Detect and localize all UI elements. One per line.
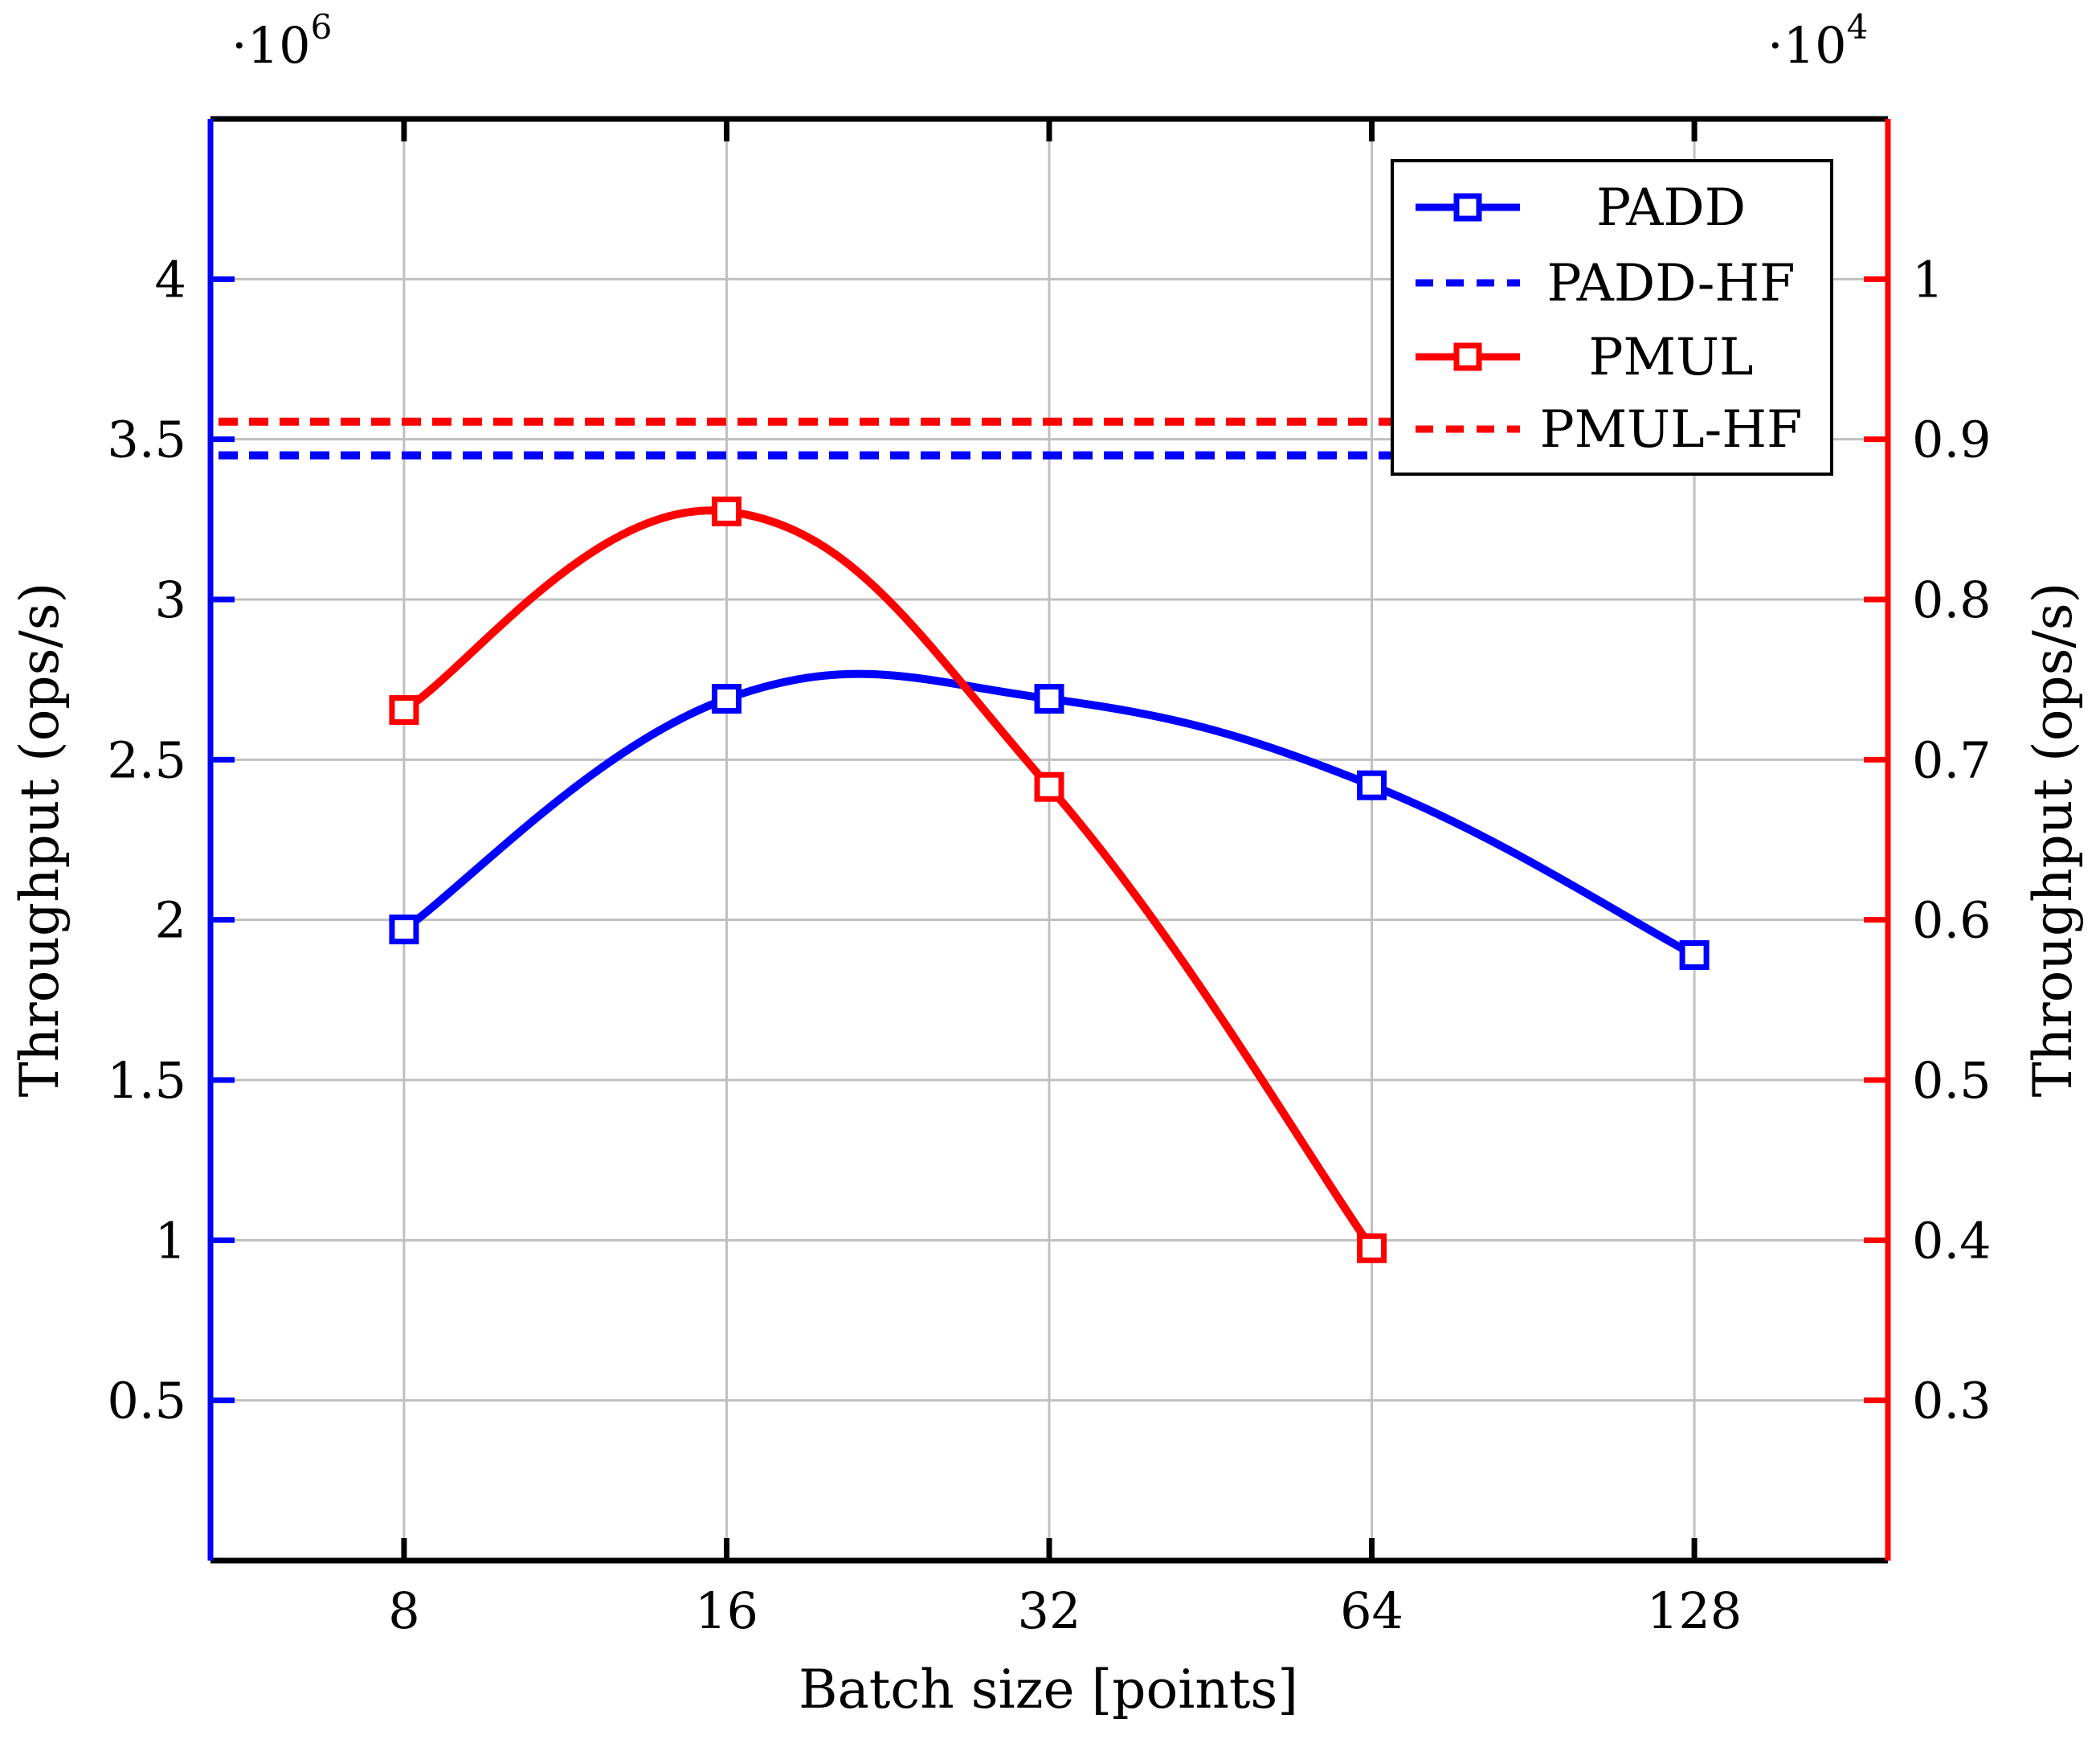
padd-point (711, 684, 742, 714)
left-y-tick-label: 2.5 (107, 730, 186, 789)
x-tick-label: 32 (1018, 1581, 1081, 1640)
legend-label-padd: PADD (1596, 178, 1746, 238)
right-y-tick-label: 0.3 (1912, 1372, 1992, 1430)
series-lines (389, 496, 1710, 1263)
tick-labels: 8 16 32 64 128 0.5 1 1.5 2 2.5 3 3.5 4 0.3 0.4 0.5 0.6 0.… (107, 250, 1991, 1640)
legend-label-padd-hf: PADD-HF (1546, 254, 1795, 313)
pmul-point (389, 695, 419, 726)
legend-label-pmul: PMUL (1588, 328, 1753, 387)
pmul-point (1034, 771, 1064, 802)
right-axis-multiplier: ·104 (1767, 7, 1868, 75)
left-axis-multiplier: ·106 (231, 7, 332, 75)
padd-point (1679, 940, 1710, 971)
pmul-point (1357, 1233, 1387, 1263)
legend-label-pmul-hf: PMUL-HF (1540, 400, 1803, 460)
padd-point (1357, 770, 1387, 800)
padd-point (1034, 684, 1064, 714)
left-y-tick-label: 0.5 (107, 1372, 186, 1430)
right-y-tick-label: 0.8 (1912, 571, 1992, 629)
pmul-line (402, 506, 1375, 1251)
right-y-tick-label: 0.5 (1912, 1051, 1992, 1110)
right-y-tick-label: 0.9 (1912, 411, 1992, 469)
padd-point (389, 914, 419, 945)
left-y-tick-label: 2 (155, 891, 186, 950)
hf-reference-lines (219, 417, 1398, 460)
x-axis-label: Batch size [points] (799, 1659, 1298, 1720)
right-y-axis-label: Throughput (ops/s) (2022, 583, 2084, 1098)
left-y-axis-label: Throughput (ops/s) (9, 583, 71, 1098)
x-tick-label: 128 (1647, 1581, 1742, 1640)
x-tick-label: 8 (388, 1581, 419, 1640)
right-y-tick-label: 1 (1912, 250, 1943, 309)
pmul-point (711, 496, 742, 526)
right-y-tick-label: 0.6 (1912, 891, 1992, 950)
legend-marker-padd (1453, 193, 1482, 222)
x-tick-label: 64 (1340, 1581, 1403, 1640)
axes (207, 116, 1891, 1564)
left-y-tick-label: 3.5 (107, 411, 186, 469)
left-y-tick-label: 1 (155, 1211, 186, 1270)
left-y-tick-label: 4 (155, 250, 186, 309)
left-y-tick-label: 1.5 (107, 1051, 186, 1110)
left-y-tick-label: 3 (155, 571, 186, 629)
legend: PADD PADD-HF PMUL PMUL-HF (1391, 159, 1833, 476)
x-tick-label: 16 (695, 1581, 758, 1640)
legend-marker-pmul (1453, 342, 1482, 371)
right-y-tick-label: 0.4 (1912, 1211, 1992, 1270)
grid (210, 119, 1888, 1561)
right-y-tick-label: 0.7 (1912, 730, 1992, 789)
